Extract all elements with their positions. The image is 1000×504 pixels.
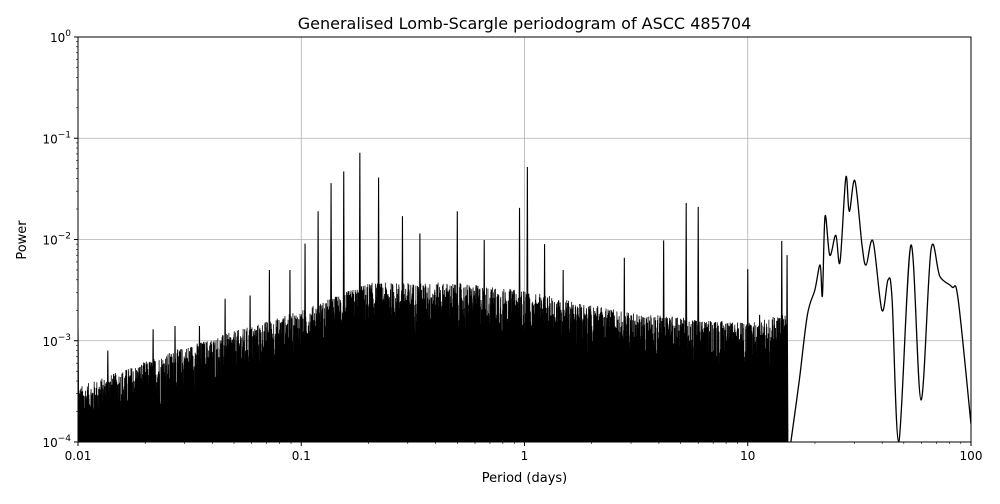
noise-spikes bbox=[78, 282, 788, 442]
periodogram-smooth-line bbox=[790, 175, 971, 442]
periodogram-peak bbox=[455, 211, 459, 442]
periodogram-peak bbox=[342, 171, 346, 442]
x-tick-label: 1 bbox=[521, 449, 529, 463]
periodogram-peak bbox=[401, 216, 404, 442]
periodogram-series bbox=[78, 152, 971, 442]
periodogram-peak bbox=[684, 202, 688, 442]
periodogram-peak bbox=[248, 295, 252, 442]
periodogram-peak bbox=[198, 325, 201, 442]
periodogram-peak bbox=[561, 269, 565, 442]
periodogram-peak bbox=[106, 350, 110, 442]
y-tick-label: 10−3 bbox=[42, 333, 71, 349]
x-axis-label: Period (days) bbox=[482, 471, 568, 486]
periodogram-peak bbox=[358, 152, 362, 442]
periodogram-peak bbox=[151, 329, 155, 442]
periodogram-peak bbox=[622, 257, 626, 442]
chart-title: Generalised Lomb-Scargle periodogram of … bbox=[298, 14, 752, 33]
y-tick-label: 10−1 bbox=[42, 130, 71, 146]
periodogram-peak bbox=[316, 211, 320, 442]
periodogram-peak bbox=[78, 329, 80, 442]
y-tick-label: 10−4 bbox=[42, 434, 71, 450]
periodogram-peak bbox=[329, 183, 333, 442]
periodogram-peak bbox=[746, 269, 750, 442]
periodogram-peak bbox=[377, 177, 380, 442]
periodogram-peak bbox=[785, 255, 789, 442]
periodogram-peak bbox=[223, 298, 227, 442]
periodogram-peak bbox=[543, 244, 546, 442]
y-axis-label: Power bbox=[15, 220, 30, 260]
periodogram-peak bbox=[268, 269, 271, 442]
periodogram-peak bbox=[696, 206, 700, 442]
x-axis-ticks: 0.01 0.1 1 10 100 bbox=[65, 442, 983, 463]
x-tick-label: 100 bbox=[960, 449, 983, 463]
periodogram-peak bbox=[482, 239, 486, 442]
x-tick-label: 0.01 bbox=[65, 449, 92, 463]
periodogram-peak bbox=[758, 314, 761, 442]
periodogram-peak bbox=[303, 243, 307, 442]
periodogram-peak bbox=[173, 325, 177, 442]
y-tick-label: 10−2 bbox=[42, 232, 71, 248]
periodogram-peak bbox=[418, 233, 422, 442]
y-axis-ticks: 10−4 10−3 10−2 10−1 100 bbox=[42, 29, 78, 450]
x-tick-label: 0.1 bbox=[292, 449, 311, 463]
x-tick-label: 10 bbox=[740, 449, 755, 463]
periodogram-peak bbox=[526, 167, 529, 442]
periodogram-peak bbox=[288, 269, 292, 442]
periodogram-peak bbox=[662, 240, 665, 442]
y-tick-label: 100 bbox=[50, 29, 71, 45]
periodogram-peak bbox=[518, 207, 521, 442]
periodogram-peak bbox=[780, 240, 784, 442]
